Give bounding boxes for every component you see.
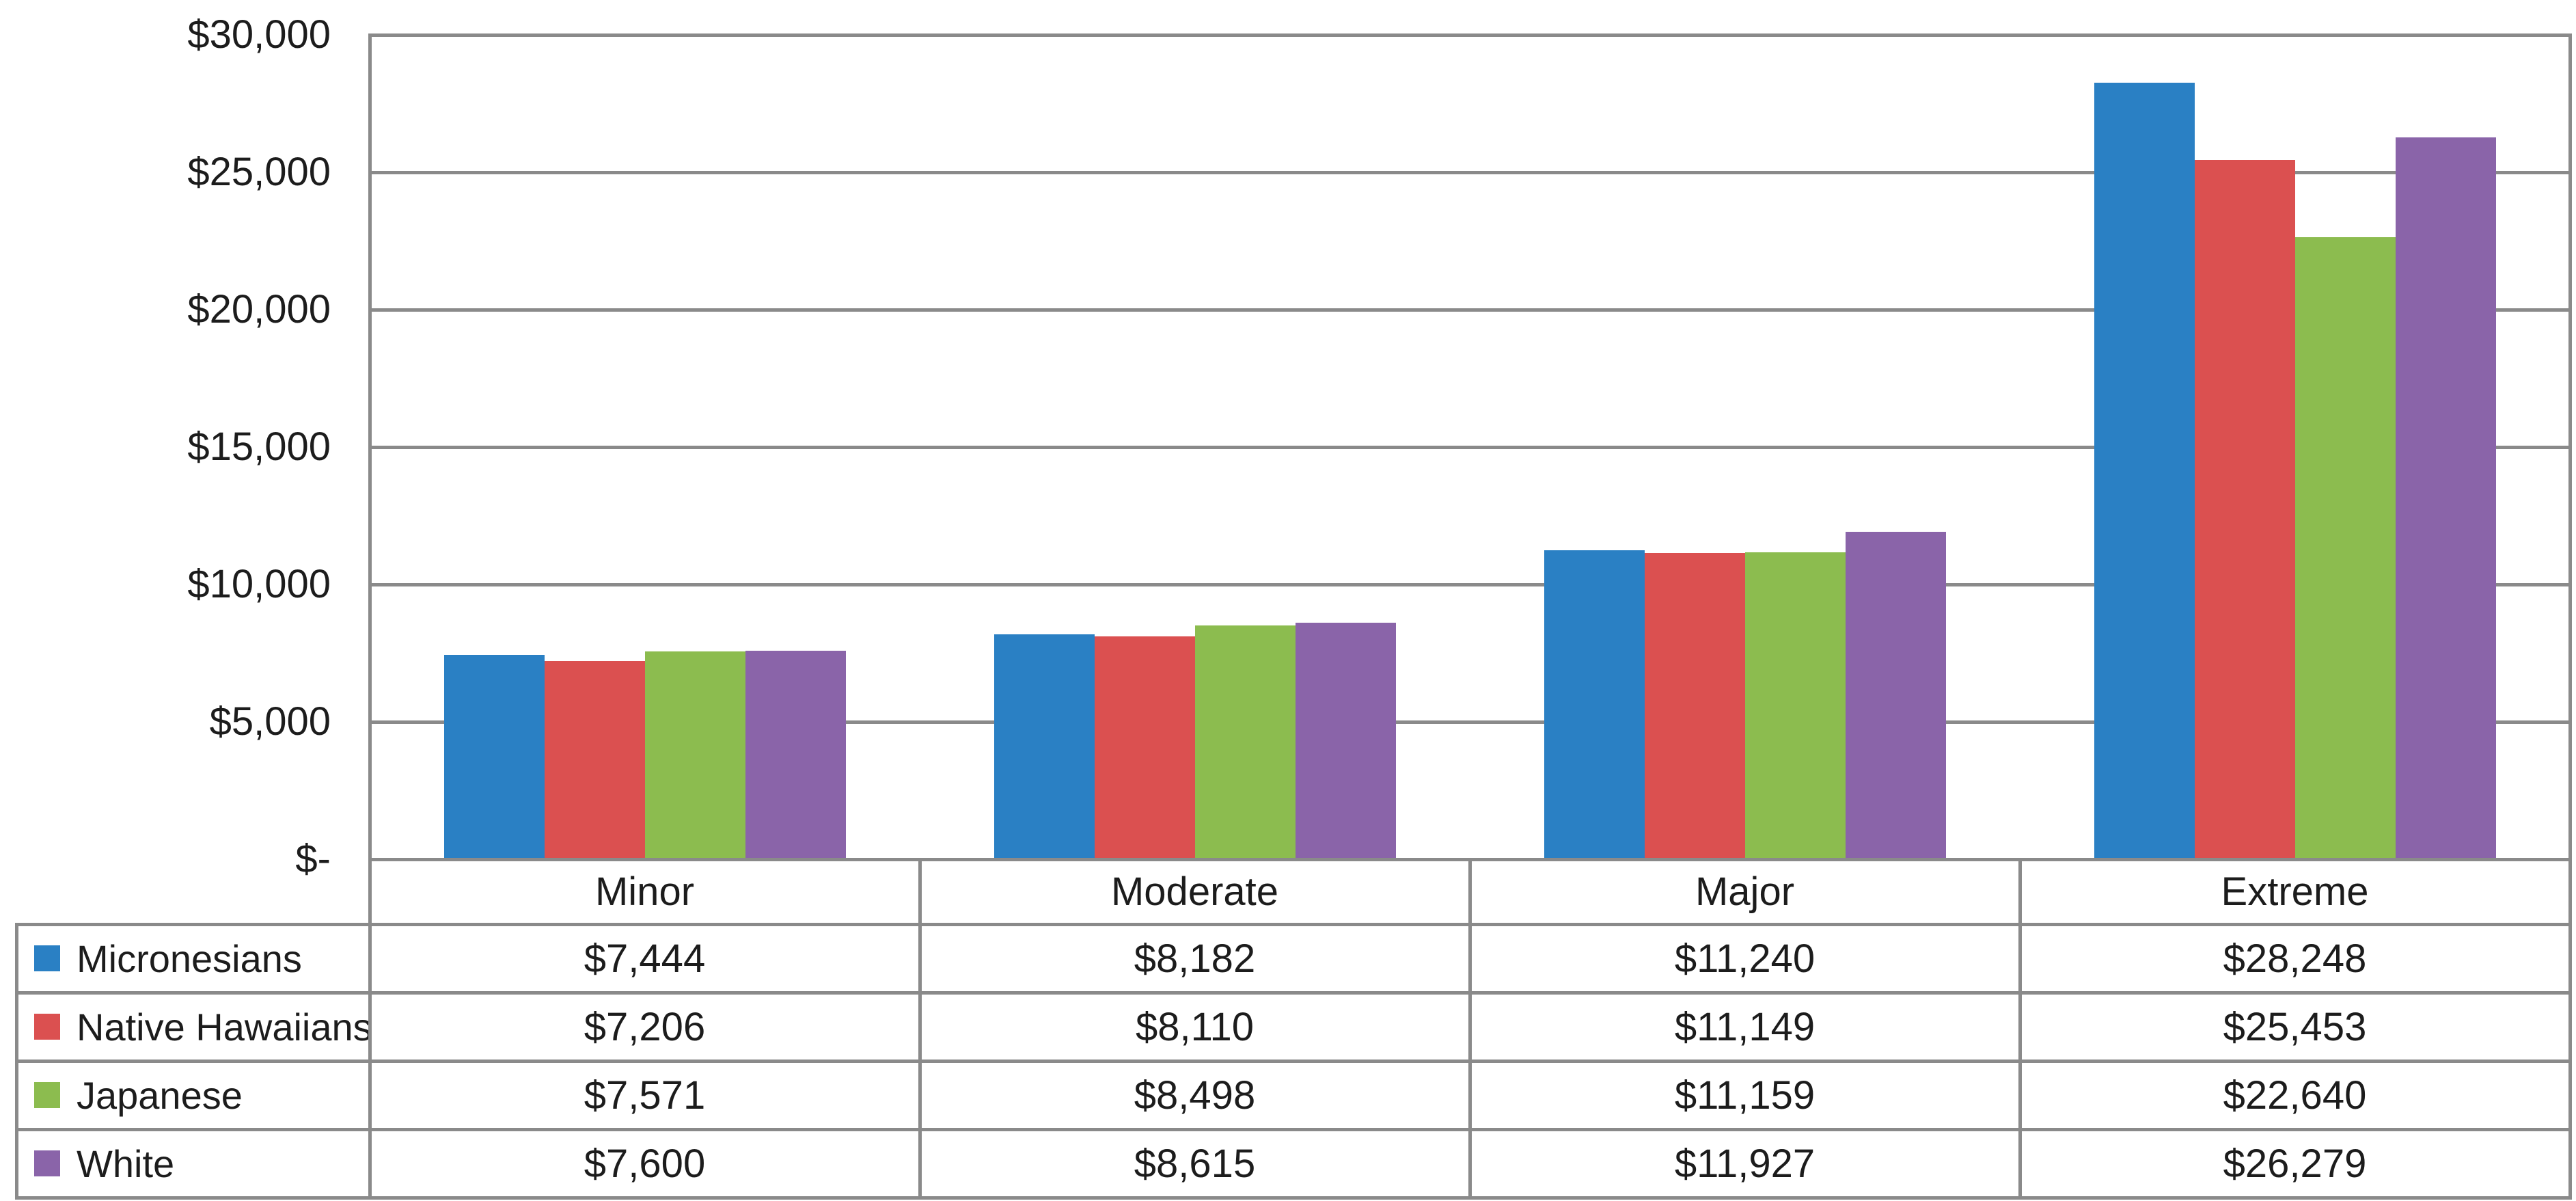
- gridline: [370, 170, 2570, 174]
- y-axis-tick-label: $-: [295, 837, 331, 881]
- value-cell: $7,206: [584, 1004, 706, 1049]
- bar-micronesians-moderate: [994, 634, 1095, 859]
- legend-label: Japanese: [77, 1073, 243, 1117]
- bar-japanese-major: [1744, 552, 1846, 859]
- bar-native-hawaiians-major: [1644, 552, 1745, 859]
- legend-swatch: [34, 1082, 60, 1108]
- bar-micronesians-major: [1544, 550, 1645, 859]
- y-axis-tick-label: $5,000: [209, 699, 331, 744]
- table-row-border: [14, 1059, 2572, 1063]
- category-header-cell: Minor: [594, 869, 695, 914]
- bar-micronesians-extreme: [2094, 83, 2195, 859]
- value-cell: $8,110: [1135, 1004, 1255, 1049]
- bar-japanese-extreme: [2294, 237, 2396, 859]
- value-cell: $8,182: [1134, 936, 1256, 981]
- table-column-border: [1468, 857, 1472, 1200]
- value-cell: $22,640: [2223, 1072, 2367, 1118]
- value-cell: $11,240: [1674, 936, 1815, 981]
- bar-native-hawaiians-extreme: [2194, 159, 2295, 859]
- value-cell: $28,248: [2223, 936, 2367, 981]
- gridline: [370, 308, 2570, 312]
- table-left-border: [14, 922, 18, 1200]
- bar-white-extreme: [2395, 137, 2496, 859]
- y-axis-tick-label: $25,000: [187, 150, 331, 194]
- y-axis-tick-label: $20,000: [187, 287, 331, 332]
- value-cell: $7,444: [584, 936, 706, 981]
- table-row-border: [14, 922, 2572, 926]
- value-cell: $8,615: [1134, 1141, 1256, 1186]
- y-axis-tick-label: $15,000: [187, 424, 331, 469]
- value-cell: $25,453: [2223, 1004, 2367, 1049]
- table-row-border: [14, 1127, 2572, 1131]
- bar-japanese-moderate: [1194, 625, 1296, 859]
- value-cell: $11,927: [1674, 1141, 1815, 1186]
- value-cell: $7,571: [584, 1072, 706, 1118]
- legend-label: Micronesians: [77, 936, 302, 980]
- plot-left-and-column-border: [368, 33, 372, 1200]
- category-header-cell: Moderate: [1110, 869, 1279, 914]
- bar-white-minor: [745, 650, 846, 859]
- y-axis-tick-label: $10,000: [187, 562, 331, 606]
- table-column-border: [2018, 857, 2022, 1200]
- legend-swatch: [34, 1014, 60, 1040]
- table-column-border: [918, 857, 922, 1200]
- bar-japanese-minor: [644, 651, 745, 859]
- legend-cell-white: White: [16, 1129, 370, 1198]
- legend-label: Native Hawaiians: [77, 1005, 372, 1049]
- legend-swatch: [34, 945, 60, 971]
- bar-native-hawaiians-moderate: [1094, 636, 1195, 859]
- legend-label: White: [77, 1142, 175, 1185]
- bar-white-moderate: [1295, 622, 1396, 859]
- y-axis-tick-label: $30,000: [187, 12, 331, 57]
- legend-swatch: [34, 1150, 60, 1176]
- value-cell: $11,159: [1674, 1072, 1815, 1118]
- value-cell: $11,149: [1674, 1004, 1815, 1049]
- bar-micronesians-minor: [443, 654, 545, 859]
- gridline: [370, 720, 2570, 724]
- table-row-border: [14, 1196, 2572, 1200]
- gridline: [370, 445, 2570, 449]
- bar-white-major: [1845, 531, 1946, 859]
- plot-right-and-table-border: [2568, 33, 2572, 1200]
- value-cell: $7,600: [584, 1141, 706, 1186]
- value-cell: $8,498: [1134, 1072, 1256, 1118]
- legend-cell-micronesians: Micronesians: [16, 924, 370, 993]
- gridline: [370, 33, 2570, 37]
- bar-native-hawaiians-minor: [544, 661, 645, 859]
- legend-cell-native-hawaiians: Native Hawaiians: [16, 993, 372, 1061]
- category-header-cell: Major: [1695, 869, 1795, 914]
- table-row-border: [14, 990, 2572, 995]
- value-cell: $26,279: [2223, 1141, 2367, 1186]
- gridline: [370, 582, 2570, 586]
- category-header-cell: Extreme: [2221, 869, 2369, 914]
- legend-cell-japanese: Japanese: [16, 1061, 370, 1129]
